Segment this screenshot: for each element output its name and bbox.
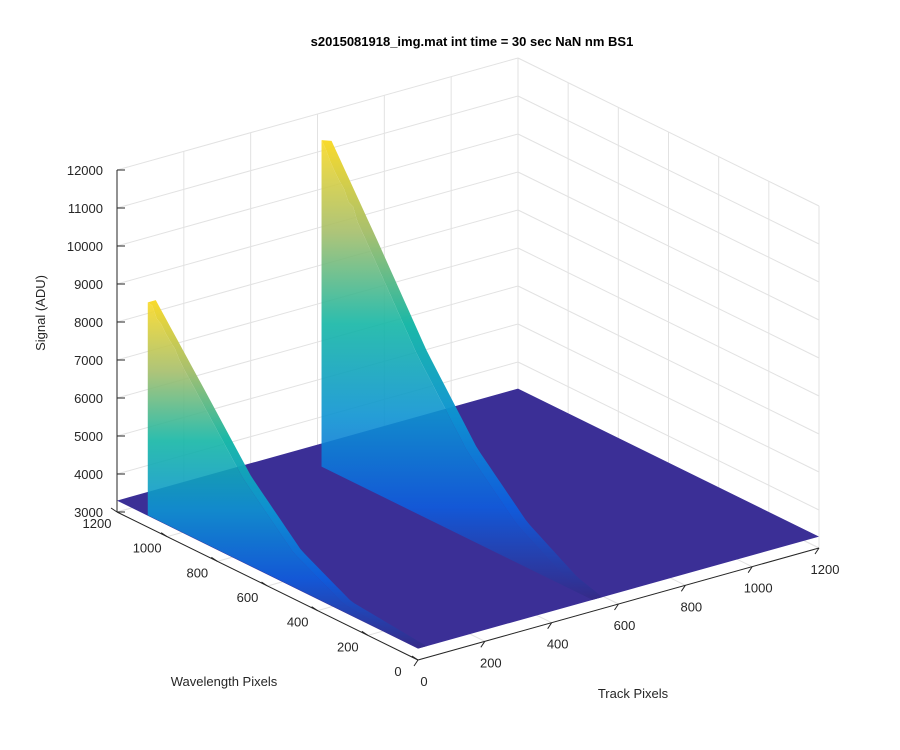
grid-line [116, 209, 519, 323]
y-tick-label: 200 [337, 639, 359, 654]
y-tick [110, 507, 118, 513]
x-tick-label: 0 [420, 674, 427, 689]
z-tick-label: 8000 [74, 315, 103, 330]
grid-line [517, 171, 820, 321]
y-tick-label: 0 [394, 664, 401, 679]
x-tick [680, 585, 686, 592]
x-tick-label: 400 [547, 637, 569, 652]
tick-labels: 0200400600800100012000200400600800100012… [67, 163, 840, 689]
grid-line [517, 209, 820, 359]
grid-line [517, 57, 820, 207]
grid-line [517, 247, 820, 397]
y-tick [261, 581, 268, 587]
x-tick [747, 566, 753, 573]
y-tick [211, 556, 218, 562]
y-tick [160, 532, 168, 538]
x-tick-label: 200 [480, 655, 502, 670]
x-tick [814, 547, 820, 555]
y-tick-label: 1200 [83, 516, 112, 531]
grid-line [116, 247, 519, 361]
grid-line [517, 285, 820, 435]
grid-line [116, 57, 519, 171]
z-tick-label: 10000 [67, 239, 103, 254]
x-tick [614, 603, 619, 611]
y-tick-label: 400 [287, 615, 309, 630]
y-tick-label: 1000 [133, 541, 162, 556]
x-tick [480, 641, 486, 648]
surface-ridge-face [321, 140, 593, 600]
grid-line [517, 133, 820, 283]
surface-ridge-face [147, 302, 419, 649]
surface [117, 140, 819, 649]
z-tick-label: 4000 [74, 467, 103, 482]
surface-ridge [321, 140, 603, 600]
grid-line [517, 95, 820, 245]
z-tick-label: 3000 [74, 505, 103, 520]
z-tick-label: 12000 [67, 163, 103, 178]
x-axis-label: Track Pixels [598, 686, 669, 701]
grid-line [116, 133, 519, 247]
grid-line [116, 171, 519, 285]
x-tick-label: 1200 [811, 562, 840, 577]
z-tick-label: 7000 [74, 353, 103, 368]
grid-line [517, 323, 820, 473]
z-tick-label: 11000 [68, 201, 103, 216]
x-tick [547, 622, 553, 629]
z-axis-label: Signal (ADU) [33, 275, 48, 351]
chart-title: s2015081918_img.mat int time = 30 sec Na… [311, 34, 634, 49]
x-tick-label: 600 [614, 618, 636, 633]
y-tick-label: 600 [237, 590, 259, 605]
grid-line [116, 95, 519, 209]
x-tick [413, 659, 419, 667]
y-tick [361, 630, 369, 636]
z-tick-label: 5000 [74, 429, 103, 444]
y-axis-label: Wavelength Pixels [171, 674, 278, 689]
x-tick-label: 1000 [744, 581, 773, 596]
y-tick [411, 655, 419, 661]
x-tick-label: 800 [680, 599, 702, 614]
z-tick-label: 6000 [74, 391, 103, 406]
grid-line [517, 361, 820, 511]
y-tick-label: 800 [186, 565, 208, 580]
z-tick-label: 9000 [74, 277, 103, 292]
y-tick [311, 606, 318, 612]
